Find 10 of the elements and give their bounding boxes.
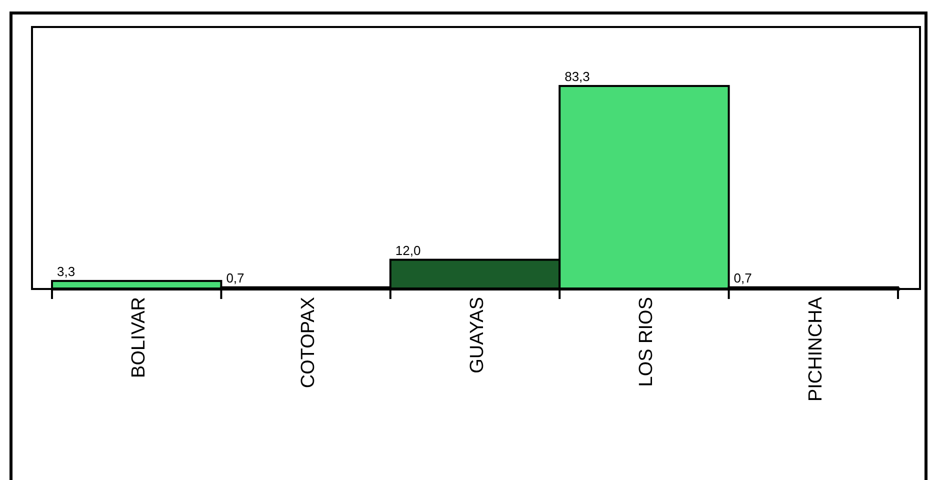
- data-label: 83,3: [564, 68, 590, 84]
- data-label: 12,0: [395, 242, 421, 258]
- data-label: 0,7: [734, 270, 752, 286]
- x-tick-label: GUAYAS: [467, 297, 488, 374]
- data-label: 0,7: [226, 270, 244, 286]
- data-label: 3,3: [57, 264, 76, 279]
- x-tick-label: PICHINCHA: [805, 296, 826, 402]
- x-tick-label: COTOPAX: [298, 296, 319, 388]
- x-tick-label: LOS RIOS: [636, 297, 658, 387]
- x-tick-label: BOLIVAR: [128, 297, 150, 378]
